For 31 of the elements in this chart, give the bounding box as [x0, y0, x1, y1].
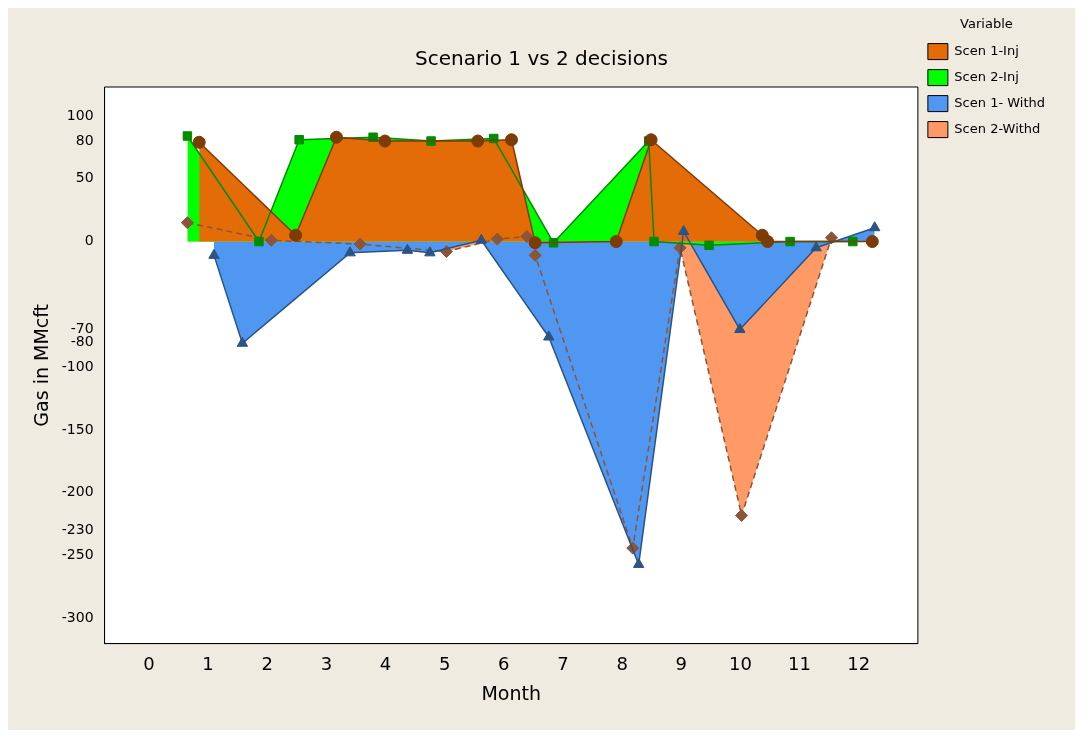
x-tick-label: 8 — [616, 653, 628, 675]
x-axis-title: Month — [481, 681, 541, 704]
chart-title: Scenario 1 vs 2 decisions — [415, 46, 668, 71]
y-tick-label: -250 — [61, 546, 94, 563]
x-tick-label: 9 — [675, 653, 687, 675]
y-tick-label: -150 — [61, 420, 94, 437]
legend-label: Scen 2-Withd — [954, 120, 1041, 136]
y-tick-label: -100 — [61, 357, 94, 374]
legend-label: Scen 1-Inj — [954, 42, 1019, 58]
x-tick-label: 4 — [379, 653, 392, 675]
x-tick-label: 6 — [498, 653, 510, 675]
x-tick-label: 10 — [728, 653, 752, 675]
y-tick-label: -200 — [61, 483, 94, 500]
x-tick-label: 5 — [438, 653, 451, 675]
y-tick-label: 80 — [75, 131, 94, 148]
y-axis-title: Gas in MMcft — [30, 303, 53, 427]
y-tick-label: 100 — [66, 106, 94, 123]
x-tick-label: 3 — [320, 653, 333, 675]
legend-title: Variable — [960, 15, 1013, 31]
x-tick-label: 7 — [557, 653, 569, 675]
y-tick-label: 50 — [75, 169, 94, 186]
legend-label: Scen 1- Withd — [954, 94, 1046, 110]
y-tick-label: -300 — [61, 609, 94, 626]
x-tick-label: 2 — [261, 653, 273, 675]
x-tick-label: 11 — [788, 653, 812, 675]
y-tick-label: -230 — [61, 521, 94, 538]
legend-label: Scen 2-Inj — [954, 68, 1019, 84]
x-tick-label: 1 — [202, 653, 214, 675]
x-tick-label: 12 — [847, 653, 871, 675]
x-tick-label: 0 — [143, 653, 155, 675]
y-tick-label: 0 — [84, 232, 94, 249]
